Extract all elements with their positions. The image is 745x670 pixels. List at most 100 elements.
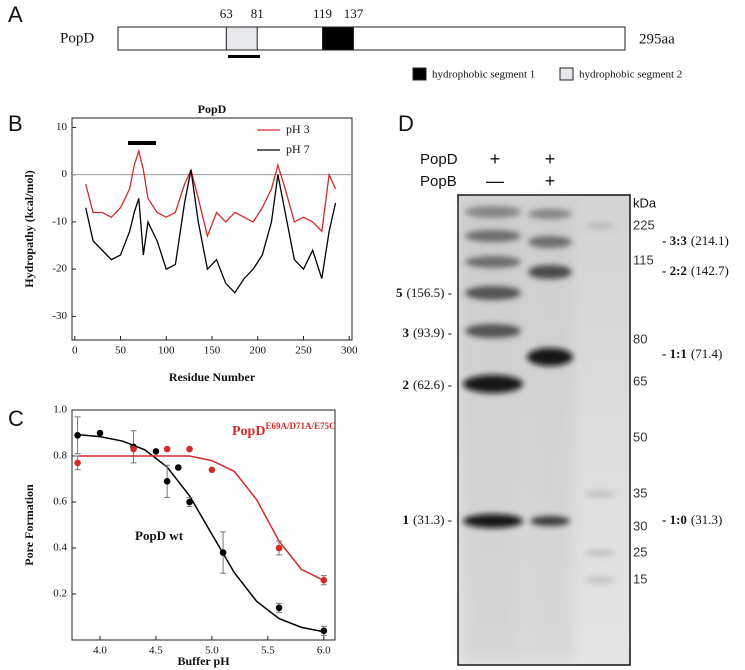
marker-label: 25 — [633, 544, 647, 559]
oligomer-label: 2 (62.6) - — [403, 377, 453, 392]
marker-unit: kDa — [633, 195, 657, 210]
x-tick-label: 4.0 — [93, 645, 107, 657]
legend-label: pH 7 — [286, 142, 310, 156]
x-tick-label: 0 — [72, 345, 78, 357]
label-bold: 1 — [403, 512, 410, 527]
x-tick-label: 5.5 — [261, 645, 275, 657]
y-tick-label: 0.6 — [53, 496, 67, 508]
annotation-superscript: E69A/D71A/E75C — [265, 421, 335, 431]
y-tick-label: -30 — [52, 310, 67, 322]
legend-label: hydrophobic segment 1 — [432, 69, 535, 81]
data-point — [74, 459, 81, 467]
x-tick-label: 50 — [115, 345, 127, 357]
data-point — [275, 604, 283, 612]
x-tick-label: 300 — [341, 345, 358, 357]
y-tick-label: 1.0 — [53, 404, 67, 416]
series-annotation: PopDE69A/D71A/E75C — [232, 421, 335, 439]
x-axis-label: Residue Number — [169, 370, 256, 384]
data-point — [320, 627, 328, 635]
label-text: (93.9) - — [413, 325, 452, 340]
label-bold: - 2:2 — [662, 263, 687, 278]
x-tick-label: 4.5 — [149, 645, 163, 657]
label-bold: - 1:1 — [662, 346, 687, 361]
label-text: (156.5) - — [407, 285, 453, 300]
marker-label: 80 — [633, 331, 647, 346]
segment-underline — [228, 55, 260, 58]
label-bold: - 1:0 — [662, 512, 687, 527]
chart-title: PopD — [198, 102, 227, 116]
y-tick-label: 0 — [62, 168, 68, 180]
x-axis-label: Buffer pH — [177, 654, 230, 668]
panel-letter: C — [8, 406, 24, 431]
y-tick-label: 0.4 — [53, 542, 67, 554]
data-point — [275, 544, 283, 552]
segment — [225, 26, 258, 51]
data-point — [96, 429, 104, 437]
marker-label: 225 — [633, 217, 655, 232]
data-point — [163, 478, 171, 485]
y-tick-label: 10 — [56, 121, 68, 133]
length-label: 295aa — [639, 31, 675, 47]
lane-sign: + — [545, 171, 556, 191]
annotation-name: PopD — [232, 424, 265, 439]
data-point — [186, 498, 193, 506]
segment-end: 81 — [251, 6, 264, 21]
domain-diagram: 295aa 63 81 119 137 hydrophobic segment 1 hydr… — [117, 6, 682, 81]
panel-letter: D — [398, 111, 414, 136]
label-text: (31.3) — [691, 512, 722, 527]
label-bold: 5 — [396, 285, 403, 300]
x-tick-label: 150 — [204, 345, 221, 357]
data-point — [208, 466, 216, 474]
label-text: (31.3) - — [413, 512, 452, 527]
y-axis-label: Pore Formation — [22, 484, 36, 566]
legend-swatch — [559, 67, 574, 81]
complex-label: - 1:0 (31.3) — [662, 512, 722, 527]
bands — [463, 206, 615, 583]
segment-bar — [128, 141, 156, 145]
plot-frame — [71, 409, 336, 641]
segment — [322, 26, 354, 51]
legend-label: pH 3 — [286, 122, 310, 136]
label-bold: 3 — [403, 325, 410, 340]
marker-label: 50 — [633, 429, 647, 444]
marker-label: 65 — [633, 373, 647, 388]
data-point — [320, 576, 328, 584]
x-tick-label: 200 — [250, 345, 267, 357]
series-line — [85, 148, 337, 239]
legend-label: hydrophobic segment 2 — [579, 69, 682, 81]
protein-name: PopD — [60, 30, 94, 46]
x-tick-label: 100 — [158, 345, 175, 357]
data-point — [186, 445, 193, 453]
legend-swatch — [412, 67, 427, 81]
marker-label: 35 — [633, 485, 647, 500]
pore-chart: 4.0 4.5 5.0 5.5 6.0 0.2 0.4 0.6 0.8 1.0 Buffer pH P… — [22, 404, 336, 668]
complex-label: - 2:2 (142.7) — [662, 263, 729, 278]
label-bold: - 3:3 — [662, 233, 687, 248]
panel-letter: A — [8, 2, 23, 27]
label-text: (214.1) — [691, 233, 729, 248]
panel-letter: B — [8, 111, 23, 136]
lane-smear — [462, 200, 524, 660]
y-axis-label: Hydropathy (kcal/mol) — [22, 170, 36, 287]
data-point — [219, 549, 227, 556]
marker-label: 30 — [633, 518, 647, 533]
plot-frame — [71, 117, 353, 341]
y-tick-label: 0.2 — [53, 588, 67, 600]
oligomer-label: 3 (93.9) - — [403, 325, 453, 340]
label-bold: 2 — [403, 377, 410, 392]
segment-start: 63 — [220, 6, 233, 21]
segment-end: 137 — [344, 6, 364, 21]
x-tick-label: 250 — [295, 345, 312, 357]
y-tick-label: 0.8 — [53, 450, 67, 462]
segment-start: 119 — [313, 6, 332, 21]
complex-label: - 3:3 (214.1) — [662, 233, 729, 248]
x-tick-label: 5.0 — [205, 645, 219, 657]
row-label: PopB — [420, 173, 457, 190]
fit-curve — [77, 455, 325, 582]
label-text: (142.7) — [691, 263, 729, 278]
label-text: (71.4) — [691, 346, 722, 361]
data-point — [152, 448, 160, 455]
lane-sign: + — [545, 149, 556, 169]
